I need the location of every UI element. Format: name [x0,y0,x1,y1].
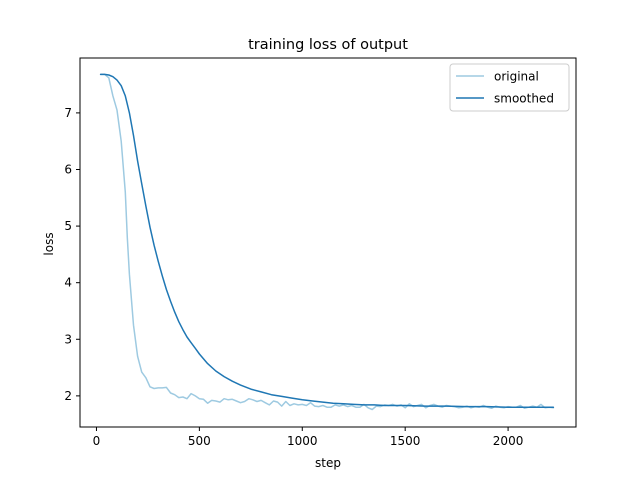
y-axis-label: loss [42,232,56,255]
chart-title: training loss of output [248,37,408,53]
y-tick-label: 5 [64,219,72,233]
axis-ticks: 0 500 1000 1500 2000 2 3 4 5 6 7 [64,106,523,448]
plot-frame [79,57,577,428]
plot-series [99,73,555,411]
x-tick-label: 0 [93,434,101,448]
y-tick-label: 6 [64,162,72,176]
y-tick-label: 7 [64,106,72,120]
x-tick-label: 1500 [390,434,421,448]
x-axis-label: step [315,456,341,470]
y-tick-label: 3 [64,332,72,346]
legend: original smoothed [449,63,570,112]
legend-label-original: original [494,70,539,84]
x-tick-label: 2000 [493,434,524,448]
y-tick-label: 4 [64,276,72,290]
x-tick-label: 500 [188,434,211,448]
x-tick-label: 1000 [287,434,318,448]
series-line-smoothed [99,73,555,408]
y-tick-label: 2 [64,389,72,403]
legend-label-smoothed: smoothed [494,92,554,106]
